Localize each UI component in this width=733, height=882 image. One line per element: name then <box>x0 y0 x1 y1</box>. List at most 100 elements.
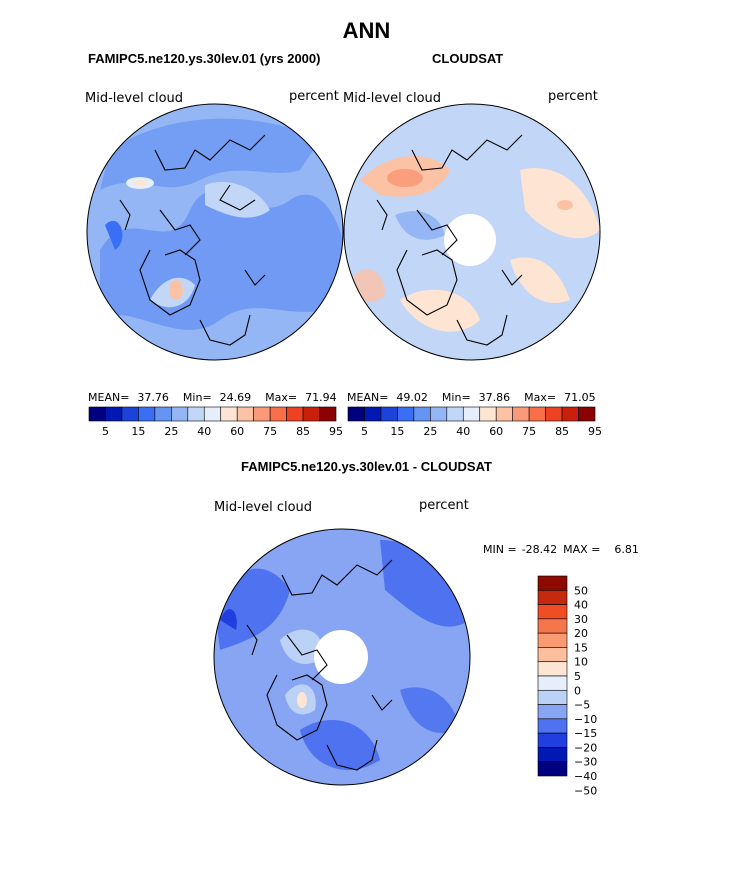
diff-colorbar-swatch <box>537 632 568 648</box>
diff-max-label: MAX = <box>563 543 601 556</box>
obs-colorbar-swatch <box>545 406 563 422</box>
obs-map-polar-hole <box>444 214 496 266</box>
diff-colorbar-swatch <box>537 647 568 663</box>
model-colorbar-swatch <box>121 406 139 422</box>
diff-colorbar-swatch <box>537 747 568 763</box>
model-colorbar-swatch <box>138 406 156 422</box>
model-map <box>86 103 344 361</box>
model-colorbar-swatch <box>302 406 320 422</box>
obs-colorbar: 5 15 25 40 60 75 85 95 <box>347 406 602 438</box>
diff-variable-label: Mid-level cloud <box>214 500 313 515</box>
diff-map-region-pacific <box>380 540 470 627</box>
left-units-label: percent <box>289 89 339 104</box>
model-colorbar-tick-label: 15 <box>131 425 145 438</box>
diff-colorbar-tick-label: −40 <box>574 770 597 783</box>
figure-title: ANN <box>342 18 391 43</box>
obs-colorbar-swatch <box>495 406 513 422</box>
diff-map-region-canada <box>400 687 460 734</box>
obs-colorbar-tick-label: 15 <box>390 425 404 438</box>
obs-colorbar-swatch <box>364 406 382 422</box>
diff-colorbar-tick-label: 10 <box>574 656 588 669</box>
left-panel-title: FAMIPC5.ne120.ys.30lev.01 (yrs 2000) <box>88 51 321 66</box>
obs-map-field <box>350 156 600 332</box>
model-colorbar-tick-label: 25 <box>164 425 178 438</box>
diff-colorbar-tick-label: 0 <box>574 684 581 697</box>
obs-map-border <box>343 103 601 361</box>
model-colorbar-swatch <box>319 406 337 422</box>
model-colorbar-swatch <box>269 406 287 422</box>
diff-colorbar-tick-label: −20 <box>574 741 597 754</box>
coastline-2 <box>376 134 523 346</box>
model-colorbar-swatch <box>236 406 254 422</box>
coastline-1 <box>119 134 266 346</box>
left-stats: MEAN= 37.76 Min= 24.69 Max= 71.94 <box>88 391 337 404</box>
model-colorbar-swatch <box>88 406 106 422</box>
obs-map <box>343 103 601 361</box>
diff-colorbar-tick-label: 5 <box>574 670 581 683</box>
obs-colorbar-swatch <box>413 406 431 422</box>
diff-min-label: MIN = <box>483 543 517 556</box>
obs-colorbar-swatch <box>512 406 530 422</box>
left-min-value: 24.69 <box>219 391 252 404</box>
right-min-value: 37.86 <box>478 391 511 404</box>
diff-colorbar-swatch <box>537 718 568 734</box>
obs-colorbar-swatch <box>479 406 497 422</box>
obs-map-region-atlantic <box>400 289 480 332</box>
diff-colorbar-tick-label: 30 <box>574 613 588 626</box>
diff-map-field <box>214 540 470 770</box>
obs-colorbar-swatch <box>430 406 448 422</box>
diff-colorbar-tick-label: −15 <box>574 727 597 740</box>
obs-map-region-low <box>395 211 445 240</box>
diff-map-region-max <box>297 692 307 708</box>
diff-colorbar-swatch <box>537 604 568 620</box>
model-colorbar-tick-label: 95 <box>329 425 343 438</box>
model-colorbar-swatch <box>154 406 172 422</box>
left-mean-value: 37.76 <box>137 391 169 404</box>
left-mean-label: MEAN= <box>88 391 130 404</box>
diff-colorbar-tick-label: −5 <box>574 699 590 712</box>
obs-colorbar-tick-label: 85 <box>555 425 569 438</box>
obs-colorbar-swatch <box>380 406 398 422</box>
diff-map-polar-hole <box>314 630 368 684</box>
diff-colorbar-tick-label: 15 <box>574 641 588 654</box>
obs-colorbar-swatch <box>578 406 596 422</box>
obs-map-region-pacific-core <box>557 200 573 210</box>
obs-colorbar-tick-label: 75 <box>522 425 536 438</box>
right-units-label: percent <box>548 89 598 104</box>
model-colorbar-swatch <box>171 406 189 422</box>
right-panel-title: CLOUDSAT <box>432 51 504 66</box>
diff-colorbar-tick-label: −50 <box>574 784 597 797</box>
model-map-region-mid <box>100 118 320 190</box>
model-colorbar-tick-label: 40 <box>197 425 211 438</box>
diff-colorbar-swatch <box>537 704 568 720</box>
left-max-label: Max= <box>265 391 298 404</box>
model-map-border <box>86 103 344 361</box>
diff-panel-title: FAMIPC5.ne120.ys.30lev.01 - CLOUDSAT <box>241 459 492 474</box>
right-min-label: Min= <box>441 391 471 404</box>
right-stats: MEAN= 49.02 Min= 37.86 Max= 71.05 <box>347 391 596 404</box>
obs-colorbar-tick-label: 95 <box>588 425 602 438</box>
model-map-field <box>100 118 343 330</box>
model-map-region-max <box>169 280 183 300</box>
diff-colorbar-swatch <box>537 661 568 677</box>
diff-colorbar-tick-label: −30 <box>574 756 597 769</box>
obs-colorbar-tick-label: 40 <box>456 425 470 438</box>
model-map-region-high <box>205 181 270 218</box>
right-mean-value: 49.02 <box>396 391 428 404</box>
obs-map-region-canada <box>510 257 570 304</box>
right-max-value: 71.05 <box>564 391 596 404</box>
diff-map <box>213 528 471 786</box>
model-map-region-siberia-core <box>133 180 147 186</box>
diff-map-region-min <box>220 609 237 630</box>
model-colorbar: 5 15 25 40 60 75 85 95 <box>88 406 343 438</box>
diff-map-region-atlantic <box>300 720 380 770</box>
right-max-label: Max= <box>524 391 557 404</box>
obs-colorbar-swatch <box>528 406 546 422</box>
diff-stats: MIN = -28.42 MAX = 6.81 <box>483 543 639 556</box>
model-colorbar-swatch <box>253 406 271 422</box>
model-map-region-min <box>105 220 123 250</box>
obs-colorbar-swatch <box>561 406 579 422</box>
diff-colorbar-swatch <box>537 575 568 591</box>
obs-colorbar-tick-label: 60 <box>489 425 503 438</box>
